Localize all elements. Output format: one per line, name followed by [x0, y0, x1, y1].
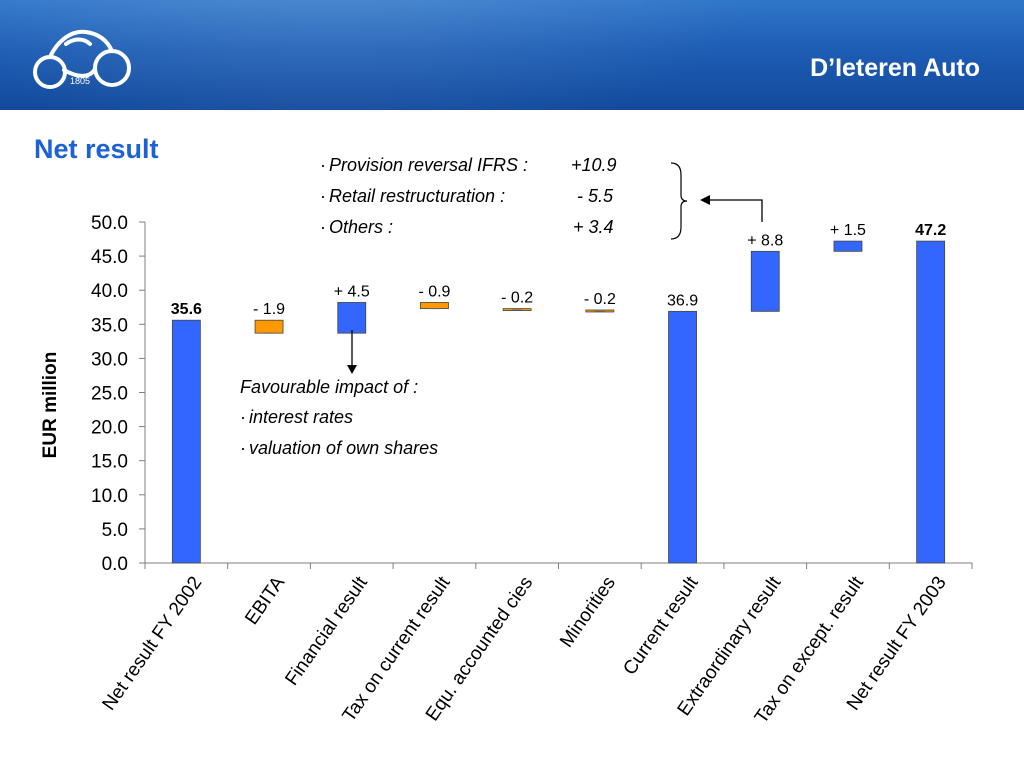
provision-label-1: Provision reversal IFRS :: [329, 155, 529, 175]
provision-line-2: · Retail restructuration :: [320, 186, 505, 207]
header-sheen: [0, 0, 780, 110]
bar: [833, 240, 863, 252]
x-tick-label: Net result FY 2002: [99, 573, 207, 715]
favourable-item-2: · valuation of own shares: [240, 438, 438, 459]
y-tick-label: 30.0: [91, 349, 128, 370]
bar: [420, 302, 449, 310]
x-tick-label: EBITA: [241, 573, 289, 629]
y-tick-label: 15.0: [91, 452, 128, 473]
bar: [916, 240, 946, 564]
data-label: 35.6: [171, 301, 202, 318]
y-tick-label: 45.0: [91, 247, 128, 268]
y-tick-label: 40.0: [91, 281, 128, 302]
bullet-icon: ·: [320, 155, 326, 175]
favourable-item-label-2: valuation of own shares: [249, 438, 439, 458]
data-label: + 8.8: [747, 232, 783, 249]
y-tick-label: 50.0: [91, 213, 128, 234]
header-banner: 1805 D’Ieteren Auto: [0, 0, 1024, 110]
data-label: - 0.2: [501, 290, 533, 307]
bar: [337, 302, 367, 334]
down-arrow-head: [347, 365, 357, 374]
provision-line-1: · Provision reversal IFRS :: [320, 155, 528, 176]
brace-icon: [670, 162, 688, 240]
brand-title: D’Ieteren Auto: [810, 54, 980, 82]
data-label: + 1.5: [830, 222, 866, 239]
provision-value-3: + 3.4: [573, 217, 614, 237]
logo-year-text: 1805: [70, 76, 90, 86]
bar: [171, 319, 201, 564]
bracket-arrow-line: [708, 199, 763, 222]
bullet-icon: ·: [240, 407, 246, 427]
data-label: 47.2: [915, 222, 946, 239]
provision-value-2: - 5.5: [577, 186, 614, 206]
y-tick-label: 5.0: [102, 520, 128, 541]
bracket-arrow-head: [700, 195, 710, 205]
chart-bars: 35.6 - 1.9 + 4.5 - 0.9 - 0.2 - 0.2 36.9 + 8.8 + …: [171, 222, 946, 564]
provision-label-3: Others :: [329, 217, 394, 237]
y-tick-label: 0.0: [102, 554, 128, 575]
provision-value-1: +10.9: [571, 155, 617, 175]
provision-label-2: Retail restructuration :: [329, 186, 506, 206]
data-label: + 4.5: [334, 283, 370, 300]
y-axis-title: EUR million: [40, 352, 61, 459]
provision-line-3: · Others :: [320, 217, 393, 238]
favourable-item-label-1: interest rates: [249, 407, 354, 427]
bullet-icon: ·: [240, 438, 246, 458]
bar: [668, 310, 697, 564]
annotation-arrows: [347, 162, 763, 374]
y-tick-label: 20.0: [91, 418, 128, 439]
favourable-item-1: · interest rates: [240, 407, 353, 428]
data-label: 36.9: [667, 292, 698, 309]
bullet-icon: ·: [320, 186, 326, 206]
x-tick-label: Current result: [619, 572, 703, 679]
bar: [750, 250, 780, 312]
favourable-heading: Favourable impact of :: [240, 377, 419, 397]
carriage-logo-icon: 1805: [33, 29, 131, 89]
data-label: - 0.2: [584, 291, 616, 308]
y-tick-label: 25.0: [91, 384, 128, 405]
x-tick-label: Financial result: [281, 572, 372, 689]
bar: [254, 319, 284, 334]
bullet-icon: ·: [320, 217, 326, 237]
data-label: - 1.9: [253, 301, 285, 318]
y-tick-label: 10.0: [91, 486, 128, 507]
x-tick-label: Minorities: [556, 573, 620, 652]
data-label: - 0.9: [418, 283, 450, 300]
y-tick-label: 35.0: [91, 315, 128, 336]
page-title: Net result: [34, 134, 159, 164]
